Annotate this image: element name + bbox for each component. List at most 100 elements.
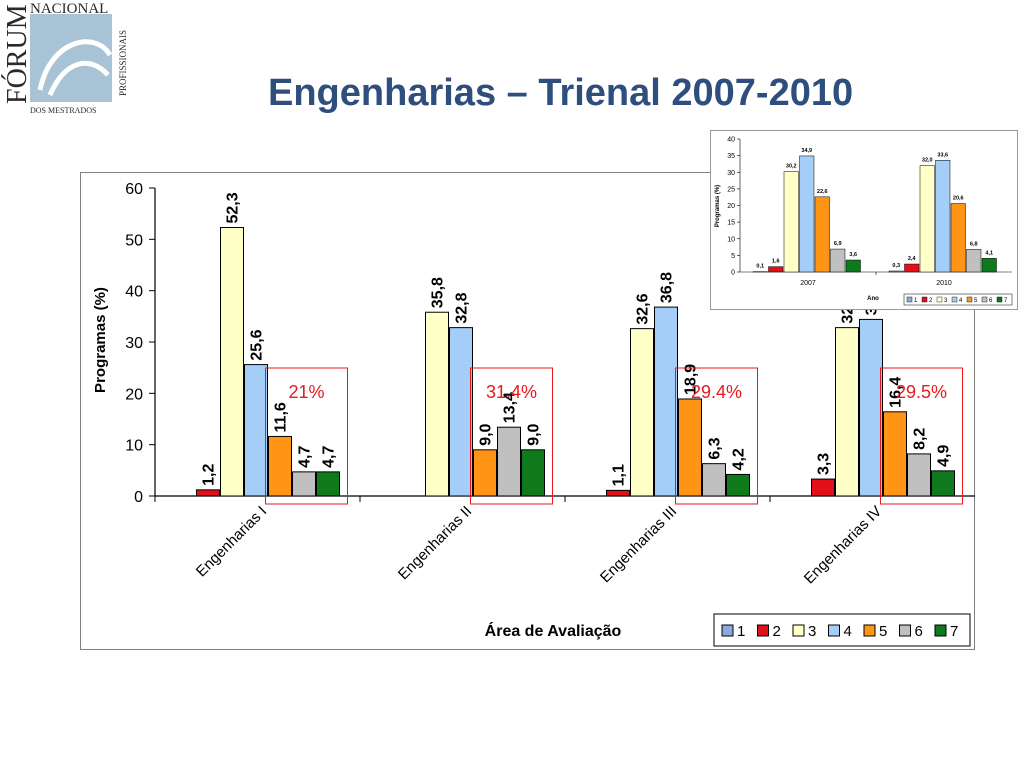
inset-data-label: 4,1: [985, 250, 993, 256]
inset-data-label: 30,2: [786, 164, 797, 170]
inset-data-label: 34,9: [801, 148, 812, 154]
data-label: 4,9: [936, 445, 953, 467]
y-axis-label: Programas (%): [92, 287, 109, 393]
bar: [606, 489, 630, 497]
bar: [196, 489, 220, 497]
inset-bar: [981, 258, 997, 273]
bar: [702, 463, 726, 497]
inset-bar: [768, 266, 784, 273]
inset-legend-label: 6: [989, 298, 993, 304]
legend-label: 7: [950, 623, 958, 640]
inset-data-label: 2,4: [908, 256, 917, 262]
legend-swatch: [863, 624, 876, 637]
slide-title: Engenharias – Trienal 2007-2010: [268, 72, 854, 114]
bar: [907, 453, 931, 497]
data-label: 3,3: [816, 453, 833, 475]
highlight-annotation: 29.4%: [691, 382, 742, 402]
legend-swatch: [721, 624, 734, 637]
bar: [521, 449, 545, 497]
highlight-box: [470, 367, 553, 505]
data-label: 32,8: [454, 292, 471, 323]
inset-bar: [966, 249, 982, 273]
inset-y-axis-label: Programas (%): [715, 185, 721, 227]
bar: [497, 426, 521, 497]
highlight-box: [265, 367, 348, 505]
legend-swatch: [899, 624, 911, 637]
bar: [268, 435, 292, 497]
logo-swirl: [37, 39, 113, 97]
inset-legend-label: 2: [929, 298, 933, 304]
inset-data-label: 3,6: [849, 252, 857, 258]
inset-data-label: 20,6: [953, 196, 964, 202]
x-axis-label: Área de Avaliação: [485, 621, 622, 640]
inset-data-label: 1,6: [772, 259, 780, 265]
data-label: 13,4: [502, 392, 519, 423]
y-tick-label: 0: [134, 489, 143, 506]
bar: [292, 471, 316, 497]
data-label: 35,8: [430, 277, 447, 308]
data-label: 25,6: [249, 329, 266, 360]
data-label: 9,0: [526, 423, 543, 445]
bar: [678, 398, 702, 497]
data-label: 8,2: [912, 428, 929, 450]
inset-y-tick-label: 40: [727, 137, 735, 144]
inset-y-tick-label: 5: [731, 253, 735, 260]
y-tick-label: 30: [125, 335, 143, 352]
inset-bar: [919, 165, 935, 273]
bar: [220, 227, 244, 497]
inset-legend-swatch: [996, 296, 1003, 303]
inset-frame: [710, 130, 1018, 310]
bar: [726, 473, 750, 497]
data-label: 1,1: [611, 464, 628, 486]
data-label: 4,7: [321, 446, 338, 468]
legend-swatch: [792, 624, 805, 637]
legend-swatch: [757, 624, 769, 637]
inset-legend-swatch: [981, 296, 988, 303]
inset-bar: [845, 259, 861, 273]
legend-swatch: [828, 624, 840, 637]
logo-side-text: PROFISSIONAIS: [118, 30, 128, 96]
inset-legend-swatch: [951, 296, 958, 303]
highlight-annotation: 29.5%: [896, 382, 947, 402]
inset-legend-label: 7: [1004, 298, 1008, 304]
y-tick-label: 20: [125, 386, 143, 403]
inset-bar: [950, 203, 966, 273]
inset-legend: 1 2 3 4 5 6 7: [903, 293, 1013, 306]
bar: [473, 449, 497, 497]
data-label: 18,9: [683, 364, 700, 395]
bar: [931, 470, 955, 497]
inset-y-tick-label: 30: [727, 170, 735, 177]
inset-bar: [783, 171, 799, 273]
bar: [449, 327, 473, 497]
bar: [654, 306, 678, 497]
bar: [316, 471, 340, 497]
y-tick-label: 40: [125, 284, 143, 301]
inset-y-tick-label: 25: [727, 186, 735, 193]
inset-data-label: 6,9: [834, 241, 842, 247]
data-label: 32,6: [635, 293, 652, 324]
bar: [835, 327, 859, 497]
inset-bar: [888, 270, 904, 273]
legend-box: [713, 613, 971, 647]
legend-label: 6: [915, 623, 923, 640]
inset-bar: [904, 263, 920, 273]
data-label: 52,3: [225, 192, 242, 223]
inset-category-label: 2007: [800, 280, 816, 287]
data-label: 4,7: [297, 446, 314, 468]
data-label: 36,8: [659, 272, 676, 303]
logo-emblem: [30, 14, 112, 102]
legend-label: 4: [844, 623, 852, 640]
inset-data-label: 0,3: [892, 263, 900, 269]
inset-bar: [814, 196, 830, 273]
legend-label: 1: [737, 623, 745, 640]
inset-y-tick-label: 0: [731, 270, 735, 277]
inset-bar: [935, 160, 951, 273]
data-label: 6,3: [707, 437, 724, 459]
data-label: 16,4: [888, 377, 905, 408]
inset-data-label: 33,6: [937, 152, 948, 158]
inset-bar: [830, 248, 846, 273]
legend-label: 3: [808, 623, 816, 640]
bar: [883, 411, 907, 497]
